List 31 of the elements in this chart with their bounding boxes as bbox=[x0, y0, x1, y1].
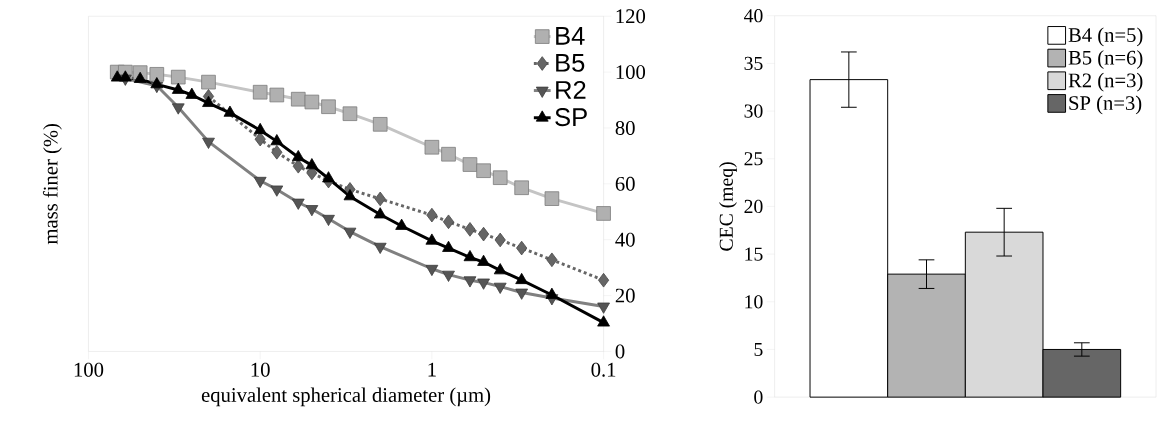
y-tick-label: 120 bbox=[616, 9, 646, 23]
legend-label: SP bbox=[555, 107, 587, 126]
y-tick-label: 20 bbox=[744, 199, 763, 213]
x-tick-label: 1 bbox=[428, 362, 436, 377]
y-tick-label: 60 bbox=[615, 176, 635, 191]
y-tick-label: 0 bbox=[615, 344, 625, 359]
y-tick-label: 20 bbox=[615, 288, 635, 303]
legend-label: B5 bbox=[556, 53, 585, 72]
y-axis-title: mass finer (%) bbox=[42, 123, 62, 244]
legend-label: B4 bbox=[556, 26, 585, 45]
y-tick-label: 40 bbox=[615, 232, 635, 247]
x-tick-label: 10 bbox=[251, 362, 270, 377]
legend-label: R2 bbox=[556, 80, 586, 99]
y-tick-label: 35 bbox=[744, 56, 763, 70]
y-axis-title: CEC (meq) bbox=[719, 162, 737, 251]
y-tick-label: 30 bbox=[744, 104, 763, 118]
y-tick-label: 40 bbox=[744, 8, 763, 23]
y-tick-label: 15 bbox=[745, 247, 763, 261]
legend-label: B5 (n=6) bbox=[1068, 49, 1143, 69]
x-tick-label: 0.1 bbox=[591, 362, 616, 377]
y-tick-label: 0 bbox=[754, 390, 763, 404]
y-tick-label: 100 bbox=[616, 64, 646, 79]
y-tick-label: 80 bbox=[615, 120, 635, 135]
legend-label: R2 (n=3) bbox=[1068, 72, 1143, 92]
x-axis-title: equivalent spherical diameter (µm) bbox=[201, 387, 491, 406]
y-tick-label: 25 bbox=[744, 151, 763, 166]
legend-label: SP (n=3) bbox=[1069, 95, 1142, 115]
y-tick-label: 5 bbox=[754, 342, 763, 356]
legend-label: B4 (n=5) bbox=[1068, 27, 1143, 47]
x-tick-label: 100 bbox=[74, 362, 104, 377]
y-tick-label: 10 bbox=[745, 294, 763, 309]
